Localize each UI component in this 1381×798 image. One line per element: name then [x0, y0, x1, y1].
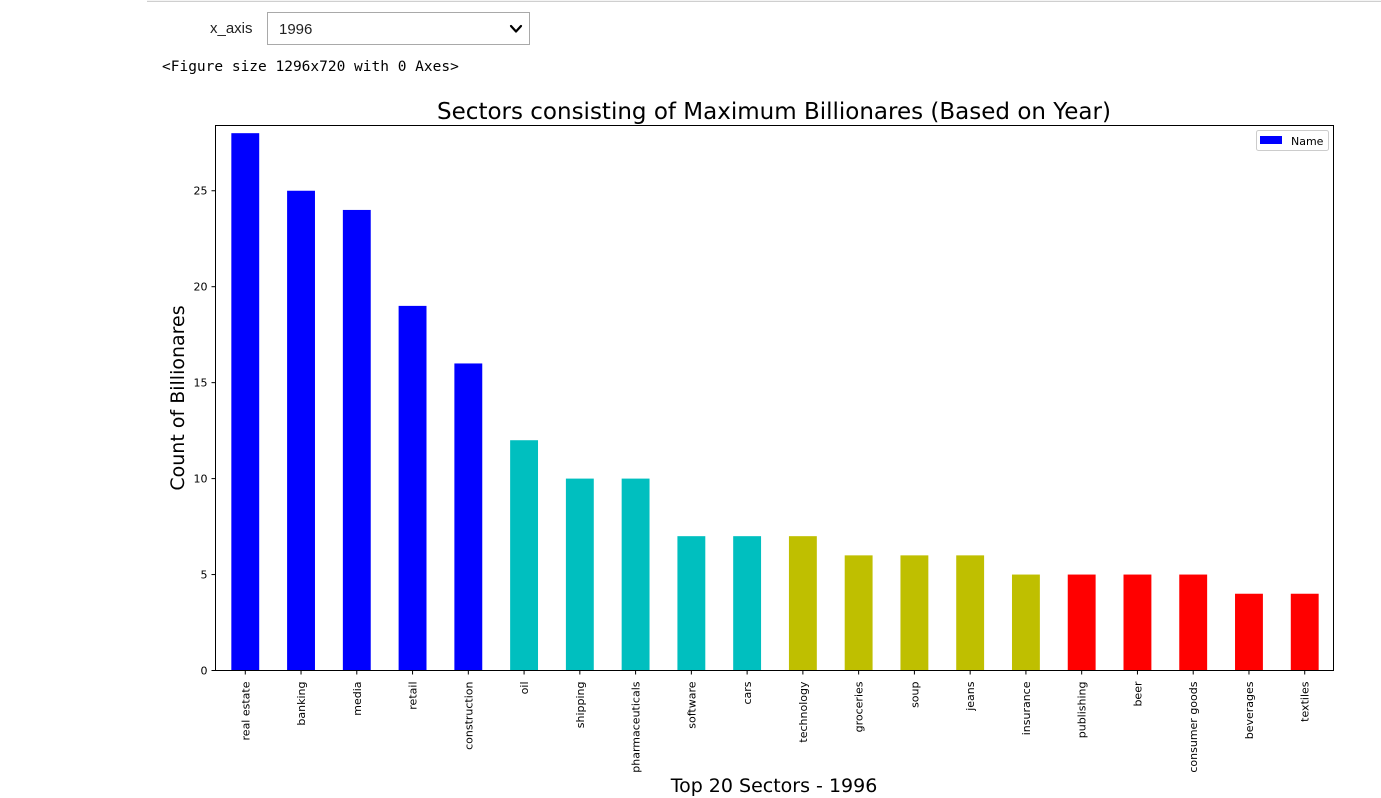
x-tick-label: jeans	[964, 681, 977, 712]
cell-top-border	[147, 0, 1381, 2]
bar-beverages	[1235, 593, 1263, 671]
y-tick-label: 25	[194, 185, 208, 198]
y-tick-label: 10	[194, 473, 208, 486]
bar-groceries	[844, 555, 873, 671]
y-tick-label: 0	[201, 665, 208, 678]
x-axis-label: x_axis	[210, 20, 253, 37]
x-tick-label: software	[685, 681, 698, 728]
x-tick-label: consumer goods	[1187, 681, 1200, 772]
bar-soup	[900, 555, 929, 671]
legend-swatch	[1260, 136, 1282, 144]
y-tick-label: 5	[201, 569, 208, 582]
x-tick-label: oil	[518, 682, 531, 695]
bar-media	[342, 209, 371, 671]
x-tick-label: beverages	[1243, 681, 1256, 739]
x-axis-dropdown[interactable]: 1996	[267, 12, 530, 45]
x-tick-label: media	[351, 682, 364, 716]
x-tick-label: groceries	[853, 681, 866, 732]
x-axis-selected-value: 1996	[279, 21, 313, 38]
bar-software	[677, 536, 706, 671]
chart-title: Sectors consisting of Maximum Billionare…	[437, 99, 1111, 125]
bar-textiles	[1290, 593, 1319, 671]
legend-label: Name	[1291, 135, 1324, 148]
bar-shipping	[565, 478, 594, 671]
y-axis-label: Count of Billionares	[167, 305, 189, 490]
bar-oil	[510, 440, 539, 671]
x-tick-label: textiles	[1299, 681, 1312, 722]
x-tick-label: insurance	[1020, 681, 1033, 735]
bar-technology	[788, 536, 817, 671]
bar-jeans	[956, 555, 985, 671]
x-tick-label: real estate	[239, 681, 252, 740]
x-tick-label: pharmaceuticals	[630, 681, 643, 772]
bar-cars	[733, 536, 762, 671]
x-tick-label: retail	[407, 682, 420, 710]
bar-publishing	[1067, 574, 1096, 671]
x-tick-label: publishing	[1076, 682, 1089, 739]
legend: Name	[1256, 130, 1329, 151]
x-axis-label: Top 20 Sectors - 1996	[670, 775, 878, 797]
x-tick-label: banking	[295, 682, 308, 726]
plot-frame	[215, 125, 1334, 671]
bar-consumer-goods	[1179, 574, 1208, 671]
x-tick-label: shipping	[574, 682, 587, 729]
bar-retail	[398, 305, 427, 671]
bar-real-estate	[231, 133, 260, 671]
figure-size-output: <Figure size 1296x720 with 0 Axes>	[162, 59, 459, 75]
chevron-down-icon	[509, 24, 523, 33]
bar-insurance	[1011, 574, 1040, 671]
legend-frame	[1256, 130, 1329, 151]
x-tick-label: beer	[1131, 681, 1144, 707]
y-tick-label: 20	[194, 281, 208, 294]
x-tick-label: soup	[908, 681, 921, 707]
x-tick-label: construction	[462, 681, 475, 749]
bar-construction	[454, 363, 483, 671]
bar-banking	[287, 190, 315, 671]
bar-pharmaceuticals	[621, 478, 650, 671]
bar-beer	[1123, 574, 1152, 671]
x-tick-label: technology	[797, 681, 810, 743]
x-tick-label: cars	[741, 681, 754, 704]
y-tick-label: 15	[194, 377, 208, 390]
